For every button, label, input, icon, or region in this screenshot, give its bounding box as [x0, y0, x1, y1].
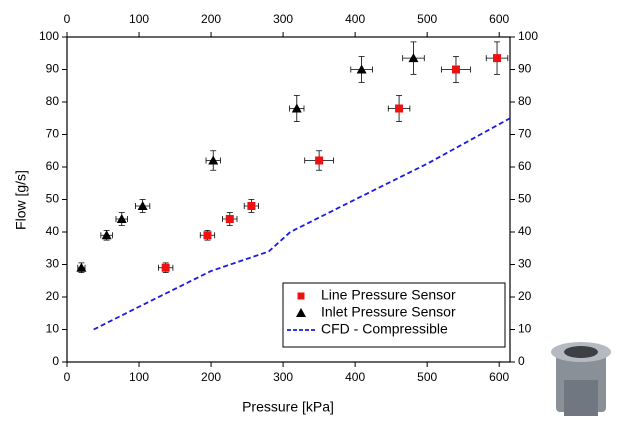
y-tick-label: 20 — [46, 289, 60, 303]
x-tick-label: 400 — [345, 370, 365, 384]
point — [247, 202, 256, 210]
x-tick-label: 200 — [201, 370, 221, 384]
legend-marker — [296, 308, 306, 317]
y-tick-label: 100 — [39, 29, 59, 43]
legend-box — [282, 282, 506, 348]
x-tick-label-top: 600 — [489, 12, 509, 26]
point — [315, 156, 324, 165]
x-axis-title: Pressure [kPa] — [242, 399, 334, 415]
point — [203, 231, 212, 240]
point — [408, 53, 419, 63]
y-tick-label-right: 40 — [518, 224, 532, 238]
y-tick-label: 60 — [46, 159, 60, 173]
x-tick-label-top: 100 — [129, 12, 149, 26]
point — [451, 65, 460, 74]
point — [225, 215, 234, 223]
y-tick-label-right: 20 — [518, 289, 532, 303]
y-tick-label-right: 90 — [518, 62, 532, 76]
point — [395, 104, 404, 113]
x-tick-label: 600 — [489, 370, 509, 384]
x-tick-label-top: 500 — [417, 12, 437, 26]
y-tick-label: 40 — [46, 224, 60, 238]
x-tick-label-top: 0 — [64, 12, 71, 26]
point — [116, 214, 127, 223]
x-tick-label: 100 — [129, 370, 149, 384]
y-tick-label-right: 60 — [518, 159, 532, 173]
legend-label: Inlet Pressure Sensor — [321, 304, 456, 320]
y-tick-label-right: 30 — [518, 257, 532, 271]
y-tick-label: 90 — [46, 62, 60, 76]
y-axis-title: Flow [g/s] — [13, 170, 29, 230]
y-tick-label: 0 — [52, 354, 59, 368]
y-tick-label-right: 70 — [518, 127, 532, 141]
y-tick-label: 70 — [46, 127, 60, 141]
point — [208, 155, 219, 165]
legend-label: Line Pressure Sensor — [321, 287, 456, 303]
cfd-line — [93, 117, 511, 331]
y-tick-label: 30 — [46, 257, 60, 271]
point — [161, 263, 170, 272]
x-tick-label-top: 400 — [345, 12, 365, 26]
point — [137, 201, 148, 210]
point — [76, 262, 87, 272]
legend-label: CFD - Compressible — [321, 321, 448, 337]
point — [101, 230, 112, 240]
y-tick-label-right: 80 — [518, 94, 532, 108]
point — [493, 54, 502, 63]
x-tick-label: 0 — [64, 370, 71, 384]
y-tick-label-right: 50 — [518, 192, 532, 206]
point — [291, 103, 302, 113]
y-tick-label: 10 — [46, 322, 60, 336]
y-tick-label: 80 — [46, 94, 60, 108]
x-tick-label: 500 — [417, 370, 437, 384]
y-tick-label-right: 10 — [518, 322, 532, 336]
legend-marker — [297, 292, 305, 300]
x-tick-label-top: 200 — [201, 12, 221, 26]
y-tick-label-right: 0 — [518, 354, 525, 368]
y-tick-label: 50 — [46, 192, 60, 206]
point — [356, 64, 367, 74]
x-tick-label-top: 300 — [273, 12, 293, 26]
y-tick-label-right: 100 — [518, 29, 538, 43]
fitting-image — [551, 342, 611, 416]
x-tick-label: 300 — [273, 370, 293, 384]
